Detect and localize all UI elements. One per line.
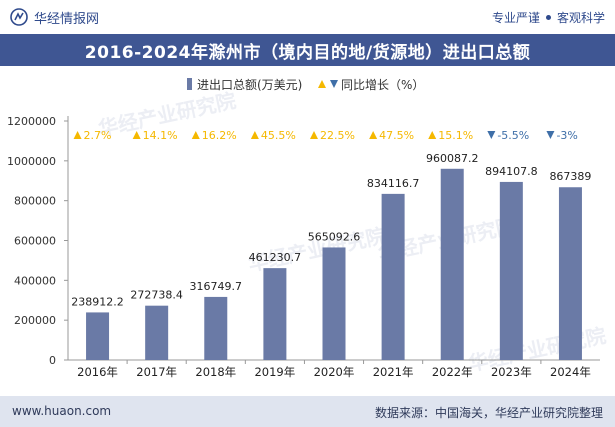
growth-value-label: 14.1% bbox=[143, 129, 178, 142]
growth-up-triangle-icon bbox=[428, 131, 437, 139]
growth-value-label: 16.2% bbox=[202, 129, 237, 142]
growth-down-triangle-icon bbox=[487, 131, 496, 139]
bar bbox=[558, 187, 582, 360]
bar-value-label: 867389 bbox=[549, 170, 591, 183]
bar bbox=[86, 312, 110, 360]
legend-bar-label: 进出口总额(万美元) bbox=[197, 78, 302, 92]
brand-logo-icon bbox=[10, 8, 28, 26]
legend-growth-label: 同比增长（%） bbox=[341, 78, 424, 92]
growth-value-label: -3% bbox=[556, 129, 577, 142]
growth-up-triangle-icon bbox=[250, 131, 259, 139]
bar bbox=[204, 296, 228, 360]
x-tick-label: 2016年 bbox=[77, 365, 118, 379]
growth-value-label: 15.1% bbox=[438, 129, 473, 142]
x-tick-label: 2022年 bbox=[432, 365, 473, 379]
x-tick-label: 2023年 bbox=[491, 365, 532, 379]
bar bbox=[499, 181, 523, 360]
growth-up-triangle-icon bbox=[369, 131, 378, 139]
growth-value-label: 47.5% bbox=[379, 129, 414, 142]
x-tick-label: 2021年 bbox=[373, 365, 414, 379]
bar-value-label: 960087.2 bbox=[426, 152, 479, 165]
x-tick-label: 2018年 bbox=[195, 365, 236, 379]
chart: 华经产业研究院华经产业研究院华经产业研究院华经产业研究院进出口总额(万美元)同比… bbox=[7, 78, 608, 379]
bar bbox=[145, 305, 169, 360]
y-tick-label: 600000 bbox=[14, 235, 56, 248]
bar-value-label: 272738.4 bbox=[130, 289, 183, 302]
chart-title: 2016-2024年滁州市（境内目的地/货源地）进出口总额 bbox=[0, 34, 615, 66]
x-tick-label: 2019年 bbox=[254, 365, 295, 379]
x-tick-label: 2024年 bbox=[550, 365, 591, 379]
bar-value-label: 238912.2 bbox=[71, 295, 124, 308]
brand[interactable]: 华经情报网 bbox=[10, 7, 99, 27]
growth-up-triangle-icon bbox=[191, 131, 200, 139]
bar bbox=[381, 193, 405, 360]
growth-up-triangle-icon bbox=[132, 131, 141, 139]
legend-down-triangle-icon bbox=[330, 80, 338, 88]
bar bbox=[440, 168, 464, 360]
growth-value-label: 22.5% bbox=[320, 129, 355, 142]
tag-separator-dot-icon bbox=[545, 15, 551, 20]
bar-value-label: 316749.7 bbox=[190, 280, 243, 293]
growth-up-triangle-icon bbox=[73, 131, 82, 139]
footer-url[interactable]: www.huaon.com bbox=[12, 404, 112, 418]
growth-value-label: 2.7% bbox=[84, 129, 112, 142]
bar-value-label: 461230.7 bbox=[249, 251, 302, 264]
growth-down-triangle-icon bbox=[546, 131, 555, 139]
y-tick-label: 400000 bbox=[14, 274, 56, 287]
tag-right: 客观科学 bbox=[556, 11, 605, 25]
x-tick-label: 2020年 bbox=[314, 365, 355, 379]
tagline: 专业严谨 客观科学 bbox=[492, 9, 605, 26]
y-tick-label: 800000 bbox=[14, 195, 56, 208]
top-bar: 华经情报网 专业严谨 客观科学 bbox=[0, 0, 615, 34]
y-tick-label: 1200000 bbox=[7, 115, 56, 128]
legend-bar-swatch bbox=[187, 78, 192, 90]
bar bbox=[263, 268, 287, 360]
x-tick-label: 2017年 bbox=[136, 365, 177, 379]
legend-up-triangle-icon bbox=[318, 80, 326, 88]
footer-source: 数据来源：中国海关，华经产业研究院整理 bbox=[374, 406, 603, 420]
growth-value-label: 45.5% bbox=[261, 129, 296, 142]
bar-value-label: 565092.6 bbox=[308, 230, 361, 243]
growth-value-label: -5.5% bbox=[497, 129, 529, 142]
bar-value-label: 894107.8 bbox=[485, 165, 538, 178]
y-tick-label: 200000 bbox=[14, 314, 56, 327]
bar-value-label: 834116.7 bbox=[367, 177, 420, 190]
y-tick-label: 0 bbox=[49, 354, 56, 367]
tag-left: 专业严谨 bbox=[491, 11, 540, 25]
growth-up-triangle-icon bbox=[310, 131, 318, 139]
brand-name: 华经情报网 bbox=[34, 11, 100, 27]
footer: www.huaon.com 数据来源：中国海关，华经产业研究院整理 bbox=[0, 396, 615, 427]
bar bbox=[322, 247, 346, 360]
y-tick-label: 1000000 bbox=[7, 155, 56, 168]
